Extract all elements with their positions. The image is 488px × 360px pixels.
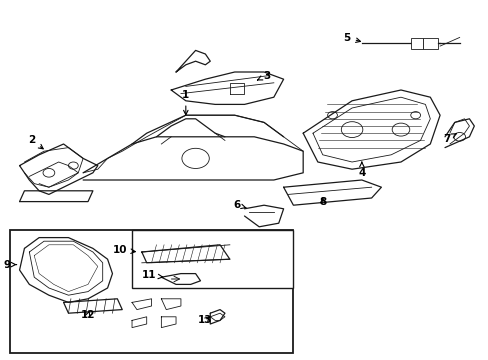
Text: 3: 3 [257,71,269,81]
Text: 1: 1 [182,90,189,115]
Bar [410,38,422,49]
Text: 9: 9 [4,260,17,270]
Text: 6: 6 [233,200,246,210]
Text: 4: 4 [357,162,365,178]
Bar [10,230,293,353]
Text: 2: 2 [28,135,43,149]
Bar [422,38,437,49]
Text: 7: 7 [443,134,456,144]
Bar [132,230,293,288]
Text: 5: 5 [343,33,360,43]
Text: 11: 11 [142,270,163,280]
Text: 12: 12 [81,310,95,320]
Text: 8: 8 [319,197,325,207]
Text: 10: 10 [112,245,135,255]
Text: 13: 13 [198,315,212,325]
